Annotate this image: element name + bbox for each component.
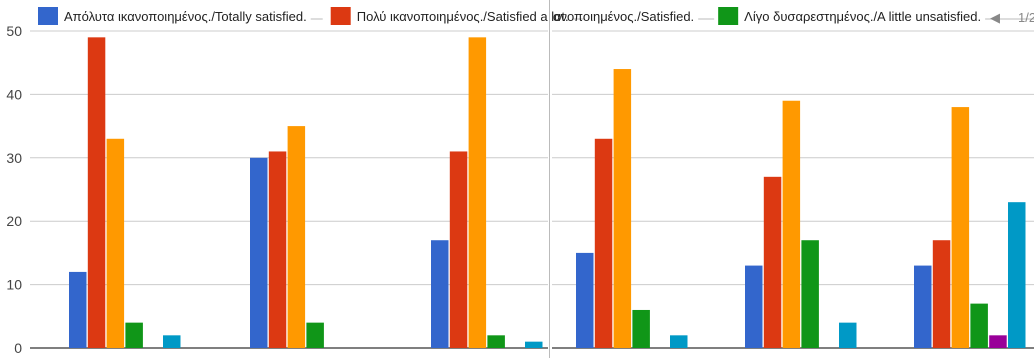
- y-tick-label: 20: [6, 213, 22, 229]
- y-tick-label: 40: [6, 86, 22, 102]
- bar-series-3-group-3: [468, 37, 487, 349]
- bar-series-6-group-2: [839, 322, 857, 348]
- bar-series-2-group-3: [932, 240, 951, 348]
- bar-series-6-group-3: [525, 341, 543, 348]
- bar-series-6-group-3: [1008, 202, 1026, 348]
- bar-series-4-group-2: [801, 240, 819, 348]
- bar-series-2-group-3: [449, 151, 468, 348]
- bar-series-2-group-2: [763, 176, 782, 348]
- bar-series-4-group-1: [125, 322, 143, 348]
- bar-series-4-group-2: [306, 322, 324, 348]
- bar-series-3-group-3: [951, 107, 970, 348]
- bar-series-1-group-2: [745, 265, 763, 348]
- chart-panel-2: [552, 30, 1034, 349]
- y-tick-label: 10: [6, 277, 22, 293]
- legend-label: ανοποιημένος./Satisfied.: [553, 9, 694, 24]
- bar-series-3-group-2: [287, 126, 306, 348]
- bar-series-1-group-3: [914, 265, 932, 348]
- bar-series-6-group-1: [670, 335, 688, 348]
- legend-swatch: [38, 7, 58, 25]
- bar-series-4-group-1: [632, 309, 650, 348]
- bar-series-1-group-1: [69, 271, 87, 348]
- legend-label: Πολύ ικανοποιημένος./Satisfied a lot.: [357, 9, 569, 24]
- bar-series-3-group-2: [782, 100, 801, 349]
- bar-series-6-group-1: [163, 335, 181, 348]
- legend-page-indicator: 1/2: [1018, 10, 1034, 25]
- legend-right: ανοποιημένος./Satisfied. Λίγο δυσαρεστημέ…: [553, 7, 1034, 25]
- bar-series-4-group-3: [487, 335, 505, 348]
- bar-series-1-group-1: [576, 252, 594, 348]
- bar-series-3-group-1: [613, 69, 632, 348]
- legend-left: Απόλυτα ικανοποιημένος./Totally satisfie…: [38, 7, 585, 25]
- bar-series-4-group-3: [970, 303, 988, 348]
- legend-swatch: [330, 7, 351, 25]
- legend-label: Λίγο δυσαρεστημένος./A little unsatisfie…: [744, 9, 981, 24]
- bar-series-2-group-1: [594, 138, 613, 348]
- bar-series-3-group-1: [106, 138, 125, 348]
- bar-series-2-group-1: [87, 37, 106, 349]
- bar-series-1-group-2: [250, 157, 268, 348]
- legend-swatch: [718, 7, 739, 25]
- legend-prev-page-icon[interactable]: ◀: [990, 10, 1000, 25]
- y-tick-label: 30: [6, 150, 22, 166]
- chart-panel-1: 0 10 20 30 40 50: [6, 23, 548, 356]
- legend-label: Απόλυτα ικανοποιημένος./Totally satisfie…: [64, 9, 307, 24]
- bar-series-1-group-3: [431, 240, 449, 348]
- y-tick-label: 50: [6, 23, 22, 39]
- bar-series-5-group-3: [989, 335, 1007, 348]
- y-tick-label: 0: [14, 340, 22, 356]
- bar-series-2-group-2: [268, 151, 287, 348]
